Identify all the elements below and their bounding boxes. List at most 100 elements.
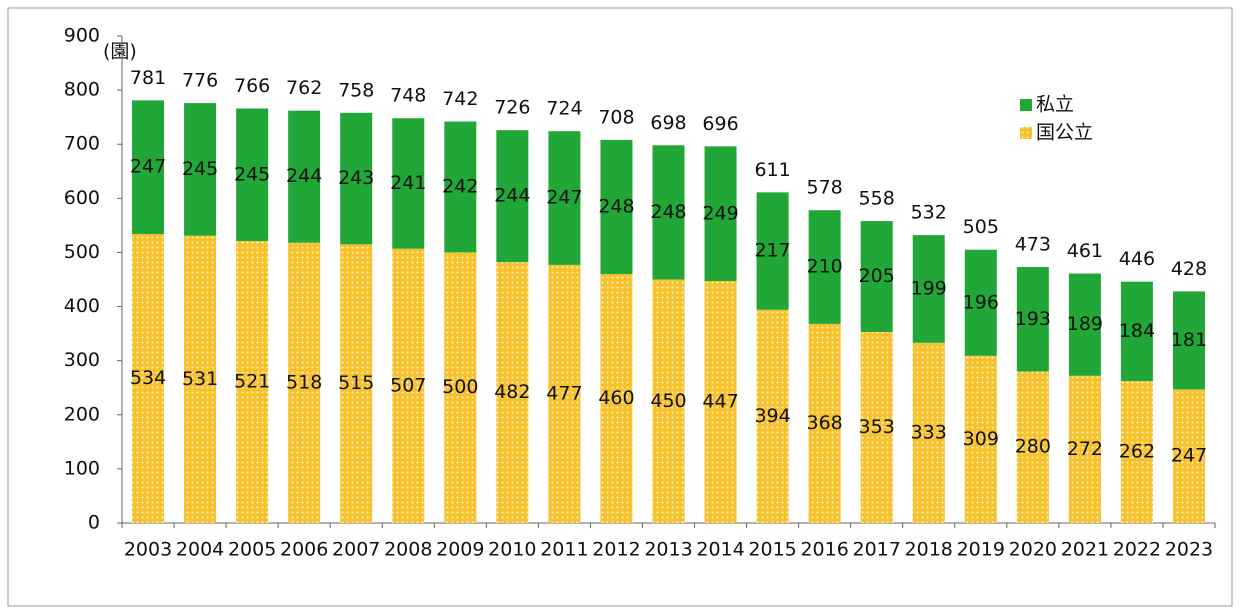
value-label: 199 [911, 277, 947, 299]
value-label: 482 [494, 381, 530, 403]
total-label: 758 [338, 79, 374, 101]
value-label: 184 [1119, 320, 1155, 342]
y-tick-label: 500 [64, 241, 100, 263]
x-tick-label: 2007 [332, 539, 380, 561]
frame [7, 7, 1233, 607]
value-label: 247 [546, 187, 582, 209]
bar-segment [340, 244, 373, 524]
bar-segment [704, 146, 737, 282]
bar-segment [444, 252, 477, 523]
y-tick-label: 700 [64, 133, 100, 155]
bar-segment [756, 309, 789, 523]
value-label: 193 [1015, 308, 1051, 330]
total-label: 611 [754, 159, 790, 181]
x-tick-label: 2017 [853, 539, 901, 561]
x-tick-label: 2019 [957, 539, 1005, 561]
value-label: 262 [1119, 441, 1155, 463]
value-label: 450 [650, 390, 686, 412]
value-label: 217 [754, 240, 790, 262]
y-tick-label: 600 [64, 187, 100, 209]
value-label: 243 [338, 167, 374, 189]
value-label: 272 [1067, 438, 1103, 460]
bar-segment [1016, 371, 1049, 523]
value-label: 247 [130, 156, 166, 178]
bar-segment [132, 234, 165, 523]
bar-segment [496, 130, 529, 263]
bar-segment [912, 235, 945, 343]
total-label: 726 [494, 97, 530, 119]
x-tick-label: 2012 [592, 539, 640, 561]
value-label: 534 [130, 367, 166, 389]
y-tick-label: 300 [64, 349, 100, 371]
bar-segment [912, 342, 945, 523]
bar-segment [1120, 381, 1153, 523]
value-label: 353 [859, 416, 895, 438]
x-tick-label: 2010 [488, 539, 536, 561]
value-label: 245 [182, 158, 218, 180]
bar-segment [288, 110, 321, 243]
bar-segment [132, 100, 165, 235]
value-label: 247 [1171, 445, 1207, 467]
total-label: 762 [286, 77, 322, 99]
x-tick-label: 2018 [905, 539, 953, 561]
bar-segment [548, 131, 581, 265]
total-label: 558 [859, 188, 895, 210]
value-label: 521 [234, 371, 270, 393]
value-label: 515 [338, 372, 374, 394]
total-label: 708 [598, 106, 634, 128]
bar-segment [444, 121, 477, 253]
value-label: 333 [911, 421, 947, 443]
value-label: 280 [1015, 436, 1051, 458]
legend-swatch [1020, 99, 1032, 111]
x-tick-label: 2015 [748, 539, 796, 561]
value-label: 368 [807, 412, 843, 434]
value-label: 189 [1067, 313, 1103, 335]
bar-segment [1172, 389, 1205, 523]
total-label: 505 [963, 216, 999, 238]
x-tick-label: 2009 [436, 539, 484, 561]
bar-segment [860, 221, 893, 332]
value-label: 196 [963, 291, 999, 313]
total-label: 461 [1067, 240, 1103, 262]
bar-segment [808, 323, 841, 523]
bar-segment [184, 235, 217, 524]
bar-segment [1172, 291, 1205, 390]
x-tick-label: 2022 [1113, 539, 1161, 561]
y-tick-label: 900 [64, 25, 100, 47]
x-tick-label: 2005 [228, 539, 276, 561]
total-label: 748 [390, 85, 426, 107]
bar-segment [236, 241, 269, 523]
bar-segment [1120, 281, 1153, 382]
bar-segment [1016, 267, 1049, 372]
bar-segment [1068, 273, 1101, 376]
bar-segment [600, 274, 633, 523]
y-tick-label: 400 [64, 295, 100, 317]
total-label: 781 [130, 67, 166, 89]
y-tick-label: 0 [88, 512, 100, 534]
bar-segment [392, 248, 425, 523]
value-label: 394 [754, 405, 790, 427]
value-label: 518 [286, 371, 322, 393]
x-tick-label: 2008 [384, 539, 432, 561]
value-label: 242 [442, 175, 478, 197]
x-tick-label: 2003 [124, 539, 172, 561]
bar-segment [184, 103, 217, 236]
bar-segment [860, 331, 893, 523]
bar-segment [964, 355, 997, 523]
value-label: 248 [598, 195, 634, 217]
x-tick-label: 2021 [1061, 539, 1109, 561]
y-tick-label: 100 [64, 457, 100, 479]
value-label: 181 [1171, 329, 1207, 351]
total-label: 724 [546, 98, 582, 120]
x-tick-label: 2020 [1009, 539, 1057, 561]
value-label: 500 [442, 376, 478, 398]
x-tick-label: 2016 [800, 539, 848, 561]
bar-segment [1068, 375, 1101, 523]
legend-label: 私立 [1036, 94, 1074, 116]
x-tick-label: 2023 [1165, 539, 1213, 561]
value-label: 460 [598, 387, 634, 409]
total-label: 766 [234, 75, 270, 97]
bar-segment [808, 210, 841, 324]
bar-segment [496, 262, 529, 523]
